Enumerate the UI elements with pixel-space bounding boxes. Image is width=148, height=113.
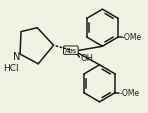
Text: -OMe: -OMe xyxy=(122,33,142,42)
Text: HCl: HCl xyxy=(3,64,18,73)
Text: -OMe: -OMe xyxy=(119,88,139,97)
Text: OH: OH xyxy=(80,54,93,63)
Text: Abs: Abs xyxy=(65,48,77,54)
Text: N: N xyxy=(13,52,20,61)
